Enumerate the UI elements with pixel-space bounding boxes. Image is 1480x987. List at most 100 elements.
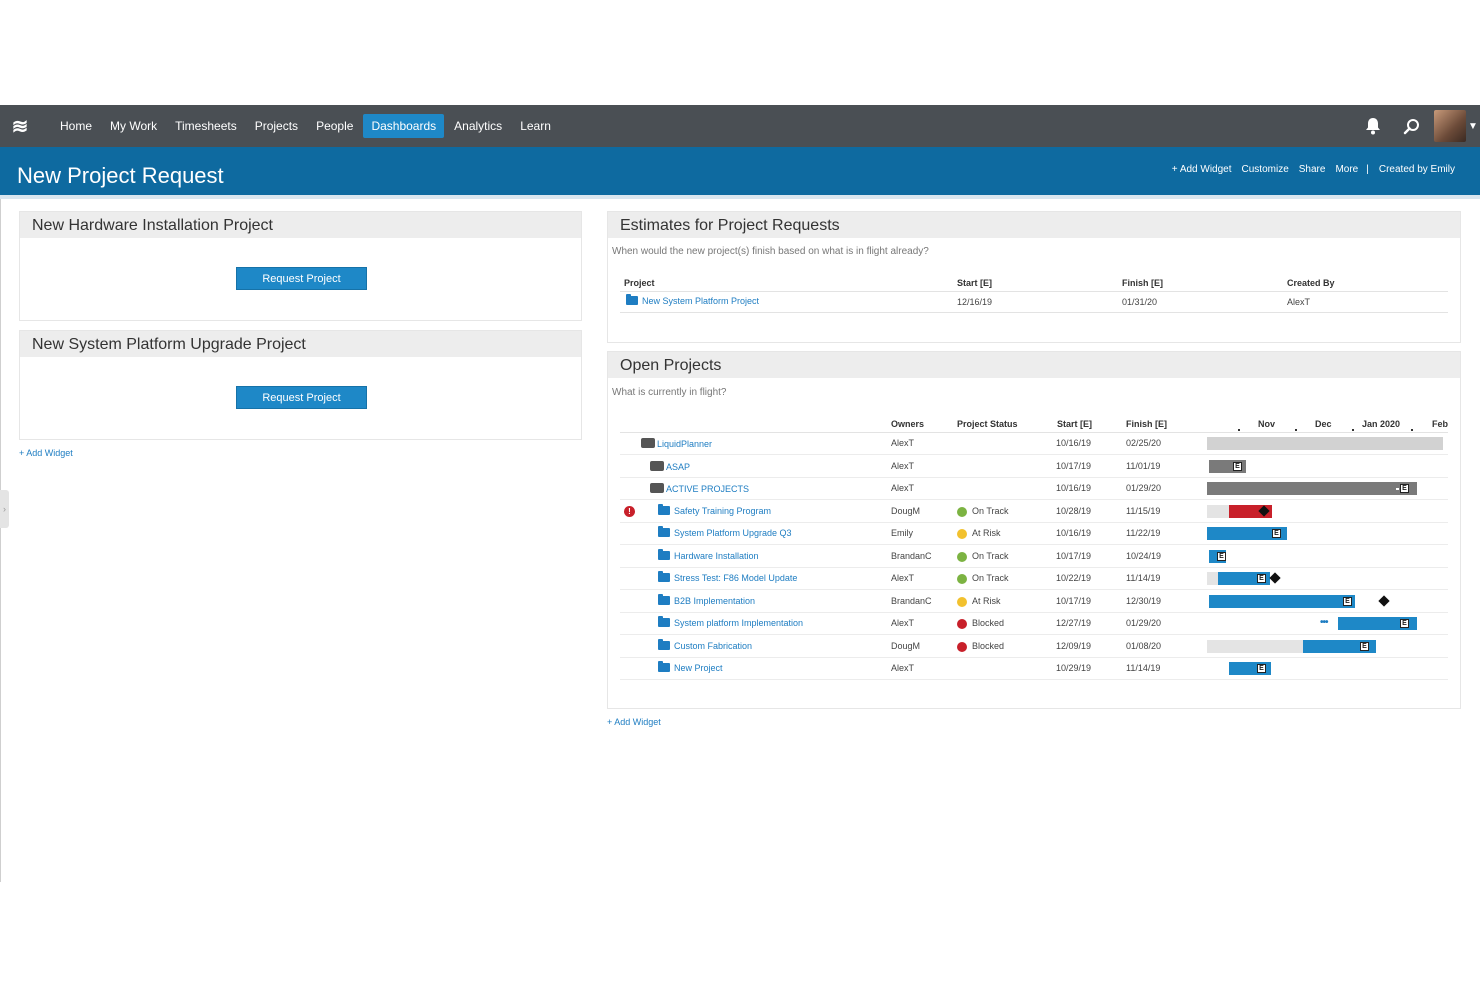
gantt-bar[interactable] bbox=[1209, 594, 1355, 608]
more-button[interactable]: More bbox=[1335, 164, 1359, 175]
start-date: 12/16/19 bbox=[957, 297, 993, 307]
project-link[interactable]: ASAP bbox=[666, 461, 691, 472]
customize-button[interactable]: Customize bbox=[1241, 164, 1289, 175]
nav-people[interactable]: People bbox=[316, 119, 354, 133]
gantt-bar[interactable] bbox=[1338, 617, 1417, 630]
caret-down-icon[interactable]: ▼ bbox=[1468, 120, 1478, 132]
project-link[interactable]: B2B Implementation bbox=[674, 595, 756, 606]
start-date: 10/17/19 bbox=[1056, 595, 1092, 606]
gantt-bar[interactable] bbox=[1207, 482, 1417, 495]
package-icon bbox=[641, 438, 655, 448]
nav-timesheets[interactable]: Timesheets bbox=[175, 119, 237, 133]
search-icon[interactable] bbox=[1396, 105, 1426, 147]
nav-dashboards[interactable]: Dashboards bbox=[363, 114, 445, 138]
gantt-bar[interactable] bbox=[1207, 527, 1287, 540]
project-link[interactable]: ACTIVE PROJECTS bbox=[666, 484, 750, 494]
status-dot bbox=[957, 529, 967, 539]
status-cell: On Track bbox=[972, 505, 1009, 516]
project-link[interactable]: Safety Training Program bbox=[674, 505, 772, 516]
status-cell: Blocked bbox=[972, 618, 1005, 628]
owner-cell: Emily bbox=[891, 528, 913, 538]
add-widget-link[interactable]: + Add Widget bbox=[607, 717, 661, 727]
table-row[interactable]: B2B Implementation BrandanC At Risk 10/17/1… bbox=[620, 591, 1448, 613]
avatar[interactable] bbox=[1434, 110, 1466, 142]
owner-cell: BrandanC bbox=[891, 550, 932, 561]
request-project-button[interactable]: Request Project bbox=[236, 386, 367, 409]
table-row[interactable]: System platform Implementation AlexT Block… bbox=[620, 613, 1448, 635]
column-header-project: Project bbox=[624, 278, 655, 288]
finish-date: 01/31/20 bbox=[1122, 297, 1158, 307]
platform-request-widget: New System Platform Upgrade Project Requ… bbox=[19, 330, 582, 440]
estimate-marker-icon: E bbox=[1343, 596, 1352, 606]
start-date: 10/28/19 bbox=[1056, 505, 1092, 516]
created-by-link[interactable]: Created by Emily bbox=[1378, 164, 1455, 175]
start-date: 10/17/19 bbox=[1056, 460, 1092, 471]
nav-home[interactable]: Home bbox=[60, 119, 93, 133]
add-widget-link[interactable]: + Add Widget bbox=[19, 448, 73, 458]
table-row[interactable]: New System Platform Project bbox=[626, 294, 760, 306]
project-link[interactable]: Custom Fabrication bbox=[674, 640, 753, 651]
estimate-marker-icon: E bbox=[1257, 664, 1266, 673]
share-button[interactable]: Share bbox=[1298, 164, 1326, 175]
divider bbox=[620, 291, 1448, 292]
nav-analytics[interactable]: Analytics bbox=[454, 119, 503, 133]
estimate-marker-icon: E bbox=[1217, 551, 1226, 561]
ellipsis-icon: ••• bbox=[1320, 617, 1328, 628]
table-row[interactable]: System Platform Upgrade Q3 Emily At Risk 10… bbox=[620, 523, 1448, 545]
table-row[interactable]: New Project AlexT 10/29/19 11/14/19 E bbox=[620, 658, 1448, 680]
nav-learn[interactable]: Learn bbox=[520, 119, 551, 133]
estimate-marker-icon: E bbox=[1272, 529, 1281, 538]
table-row[interactable]: Hardware Installation BrandanC On Track 10/… bbox=[620, 546, 1448, 568]
owner-cell: AlexT bbox=[891, 663, 915, 673]
finish-date: 11/01/19 bbox=[1126, 460, 1161, 471]
add-widget-button[interactable]: + Add Widget bbox=[1171, 164, 1232, 175]
widget-title: New Hardware Installation Project bbox=[20, 212, 581, 238]
finish-date: 11/22/19 bbox=[1126, 528, 1161, 538]
table-row[interactable]: ASAP AlexT 10/17/19 11/01/19 E bbox=[620, 456, 1448, 478]
status-cell: On Track bbox=[972, 550, 1009, 561]
project-link[interactable]: LiquidPlanner bbox=[657, 439, 713, 449]
month-tick bbox=[1295, 429, 1297, 431]
package-icon bbox=[650, 460, 664, 471]
month-tick bbox=[1411, 429, 1413, 431]
status-dot bbox=[957, 596, 967, 607]
project-link[interactable]: Hardware Installation bbox=[674, 550, 759, 561]
month-label-nov: Nov bbox=[1258, 419, 1276, 429]
sidebar-expand-handle[interactable]: › bbox=[0, 490, 9, 528]
start-date: 12/27/19 bbox=[1056, 618, 1092, 628]
widget-subtitle: What is currently in flight? bbox=[612, 387, 727, 398]
project-link[interactable]: System Platform Upgrade Q3 bbox=[674, 528, 792, 538]
created-by: AlexT bbox=[1287, 297, 1311, 307]
widget-title: New System Platform Upgrade Project bbox=[20, 331, 581, 357]
table-row[interactable]: LiquidPlanner AlexT 10/16/19 02/25/20 bbox=[620, 433, 1448, 455]
table-row[interactable]: ! Safety Training Program DougM On Track 10/… bbox=[620, 501, 1448, 523]
page-title: New Project Request bbox=[17, 163, 224, 188]
project-link[interactable]: New System Platform Project bbox=[642, 296, 760, 306]
start-date: 10/22/19 bbox=[1056, 573, 1092, 583]
table-row[interactable]: ACTIVE PROJECTS AlexT 10/16/19 01/29/20 E bbox=[620, 478, 1448, 500]
status-cell: At Risk bbox=[972, 595, 1001, 606]
project-name-cell: Safety Training Program bbox=[658, 503, 772, 516]
actions-separator: | bbox=[1366, 164, 1369, 175]
alert-icon[interactable]: ! bbox=[624, 505, 635, 517]
table-row[interactable]: Stress Test: F86 Model Update AlexT On Tra… bbox=[620, 568, 1448, 590]
request-project-button[interactable]: Request Project bbox=[236, 267, 367, 290]
project-link[interactable]: System platform Implementation bbox=[674, 618, 804, 628]
project-link[interactable]: New Project bbox=[674, 663, 723, 673]
bell-icon[interactable] bbox=[1358, 105, 1388, 147]
nav-my-work[interactable]: My Work bbox=[110, 119, 158, 133]
folder-icon bbox=[658, 616, 670, 627]
gantt-bar[interactable] bbox=[1303, 639, 1376, 653]
nav-projects[interactable]: Projects bbox=[254, 119, 299, 133]
column-header-finish: Finish [E] bbox=[1126, 419, 1167, 429]
menu-waves-icon[interactable]: ≋ bbox=[11, 115, 29, 138]
estimate-marker-icon: E bbox=[1400, 619, 1409, 628]
table-row[interactable]: Custom Fabrication DougM Blocked 12/09/19 01… bbox=[620, 636, 1448, 658]
folder-icon bbox=[626, 294, 638, 305]
project-name-cell: LiquidPlanner bbox=[641, 438, 712, 449]
project-name-cell: System Platform Upgrade Q3 bbox=[658, 526, 792, 538]
project-name-cell: New Project bbox=[658, 661, 723, 673]
widget-title: Estimates for Project Requests bbox=[608, 212, 1460, 238]
project-link[interactable]: Stress Test: F86 Model Update bbox=[674, 573, 798, 583]
status-cell: At Risk bbox=[972, 528, 1001, 538]
